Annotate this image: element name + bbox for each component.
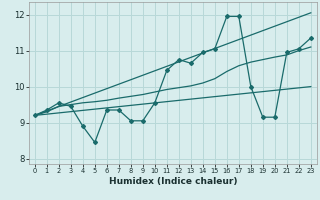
X-axis label: Humidex (Indice chaleur): Humidex (Indice chaleur) [108, 177, 237, 186]
